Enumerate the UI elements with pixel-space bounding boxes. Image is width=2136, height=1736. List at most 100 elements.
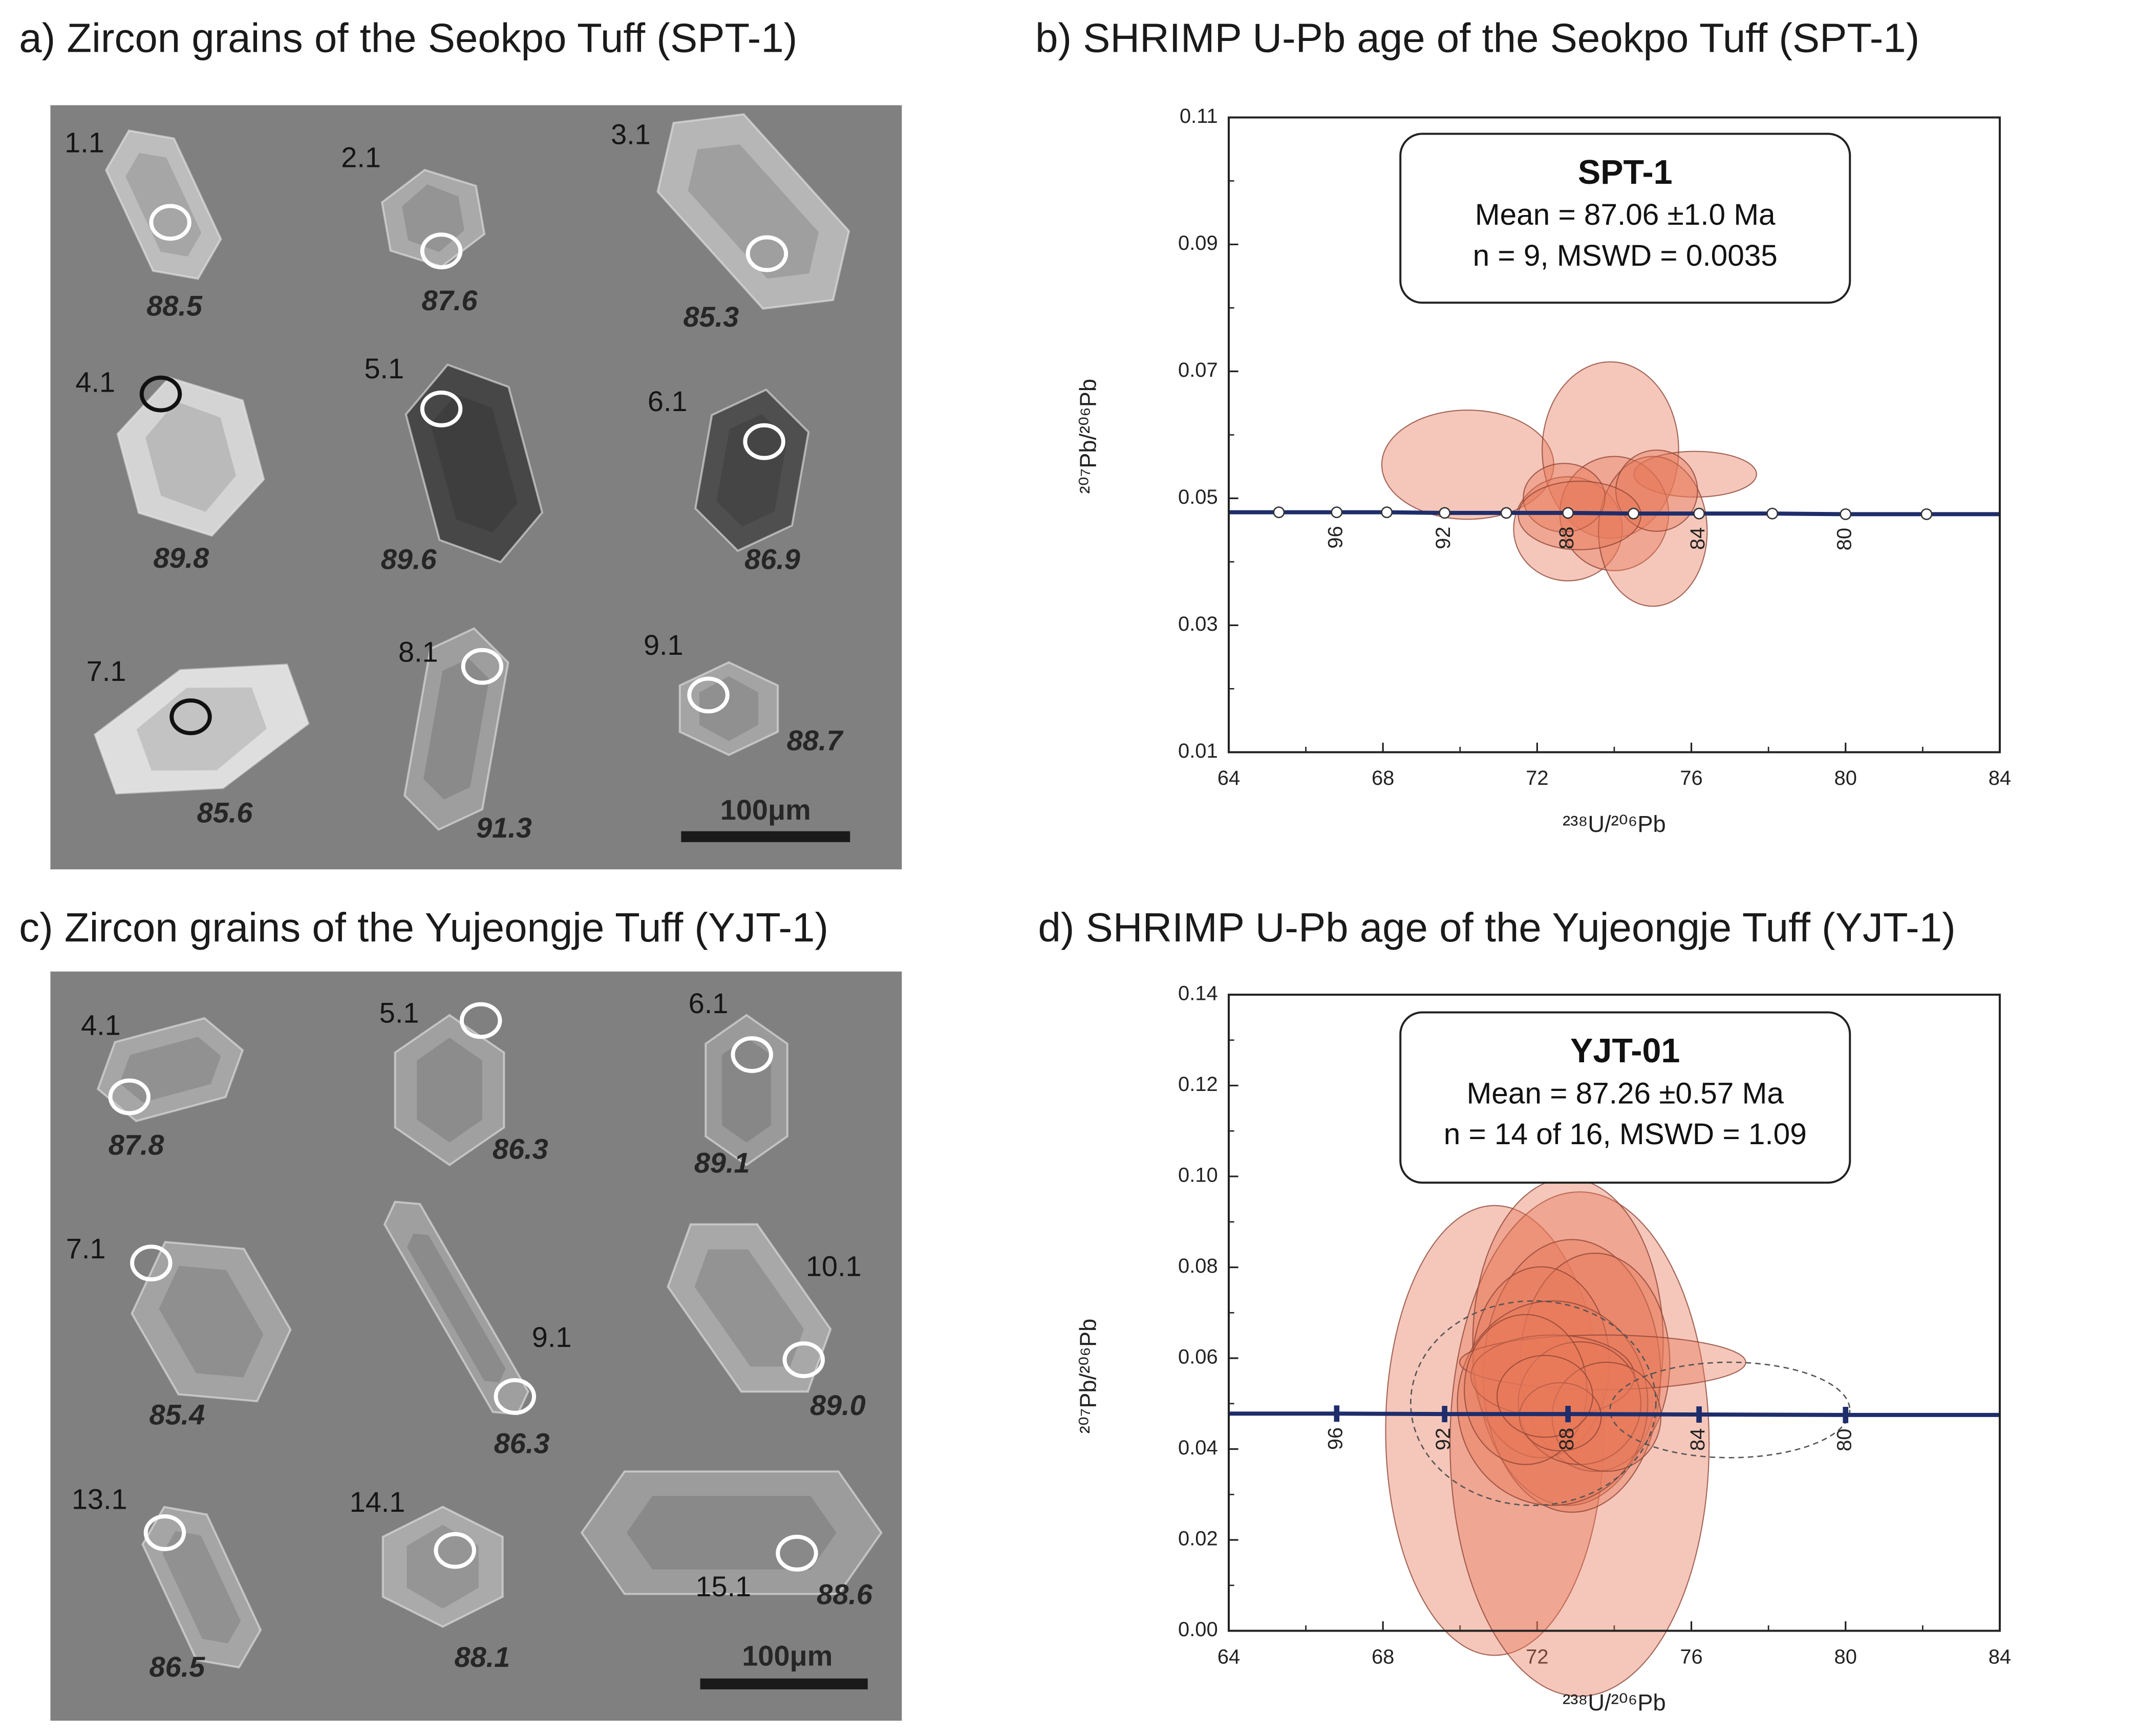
scale-bar [681,831,850,842]
spot-label: 15.1 [695,1570,751,1602]
grain-age: 88.6 [817,1578,873,1611]
grain-body [96,1017,244,1122]
zircon-grain [131,1240,292,1403]
spot-label: 4.1 [75,366,115,398]
grain-age: 88.5 [146,290,203,322]
x-tick-label: 72 [1526,1645,1548,1668]
age-marker [1500,507,1512,519]
x-tick-label: 80 [1834,1645,1857,1668]
age-marker [1331,506,1343,519]
spot-label: 4.1 [81,1009,121,1041]
spot-label: 6.1 [648,385,688,417]
age-marker [1920,508,1933,520]
grain-age: 86.3 [494,1427,550,1459]
grain-body [104,129,222,280]
grain-age: 85.3 [683,301,739,333]
statistics: n = 14 of 16, MSWD = 1.09 [1444,1118,1807,1151]
info-box [1399,1011,1851,1184]
zircon-grain [116,376,265,537]
spot-label: 9.1 [644,629,683,661]
spot-label: 2.1 [341,141,381,174]
panel-title: a) Zircon grains of the Seokpo Tuff (SPT… [19,15,797,61]
grain-age: 86.9 [744,543,800,575]
x-tick-label: 80 [1834,767,1857,789]
x-axis-label: ²³⁸U/²⁰⁶Pb [1563,811,1666,837]
grain-age: 91.3 [476,811,532,844]
zircon-grain [381,1506,504,1628]
grain-zoning [699,676,758,741]
grain-zoning [417,1037,482,1143]
age-marker [1562,507,1574,519]
grain-zoning [626,1496,837,1570]
zircon-grain [383,1201,529,1416]
spot-label: 14.1 [350,1486,405,1518]
error-ellipse [1449,1191,1710,1697]
age-marker [1628,507,1640,520]
zircon-grain [678,661,779,756]
grain-body [381,1506,504,1628]
x-axis-label: ²³⁸U/²⁰⁶Pb [1563,1689,1666,1716]
grain-age: 85.4 [149,1399,205,1431]
x-tick-label: 76 [1680,767,1702,789]
grain-body [580,1470,883,1595]
grain-body [403,627,509,831]
analysis-spot [776,1534,818,1572]
y-axis-label: ²⁰⁷Pb/²⁰⁶Pb [1075,379,1101,494]
grain-age: 89.8 [154,542,209,574]
x-tick-label: 84 [1989,767,2011,789]
zircon-grain [404,363,544,564]
spot-label: 5.1 [379,997,419,1029]
statistics: n = 9, MSWD = 0.0035 [1473,239,1778,272]
age-marker [1439,507,1451,519]
grain-age: 87.6 [422,284,478,316]
age-label: 96 [1324,1427,1347,1450]
x-tick-label: 72 [1526,767,1548,789]
grain-body [394,1014,505,1166]
analysis-spot [745,235,788,272]
grain-zoning [722,1037,771,1143]
grain-body [131,1240,292,1403]
spot-label: 7.1 [87,655,126,687]
y-axis-label: ²⁰⁷Pb/²⁰⁶Pb [1075,1319,1101,1434]
age-label: 80 [1833,528,1855,550]
grain-age: 85.6 [197,796,253,828]
plot-frame [1227,116,2001,754]
spot-label: 3.1 [611,118,651,150]
x-tick-label: 68 [1372,767,1394,789]
concordia-curve [1336,1411,1846,1417]
age-marker [1273,506,1285,519]
grain-zoning [407,1233,506,1383]
spot-label: 10.1 [806,1250,862,1282]
age-label: 84 [1686,527,1709,550]
x-tick-label: 76 [1680,1645,1702,1668]
analysis-spot [731,1036,773,1073]
error-ellipse [1513,476,1623,582]
grain-zoning [125,153,202,257]
analysis-spot [420,390,463,427]
age-marker [1766,507,1779,520]
zircon-grain [104,129,222,280]
grain-age: 89.1 [694,1146,750,1178]
grain-age: 89.0 [810,1389,866,1421]
age-label: 80 [1833,1429,1855,1451]
analysis-spot [494,1378,536,1415]
y-tick-label: 0.12 [1178,1073,1218,1096]
y-tick-label: 0.05 [1178,486,1218,508]
spot-label: 9.1 [532,1321,572,1353]
age-label: 96 [1324,526,1347,548]
y-tick-label: 0.07 [1178,359,1218,381]
error-ellipse [1551,1361,1662,1472]
y-tick-label: 0.03 [1178,613,1218,635]
x-tick-label: 64 [1217,1645,1240,1668]
sample-name: YJT-01 [1570,1032,1680,1070]
error-ellipse [1542,361,1679,539]
age-label: 84 [1686,1428,1709,1451]
scale-bar-label: 100μm [720,794,811,826]
error-ellipse [1385,1205,1605,1656]
info-box [1399,133,1851,304]
y-tick-label: 0.09 [1178,232,1218,254]
grain-zoning [716,414,787,527]
y-tick-label: 0.01 [1178,740,1218,762]
analysis-spot [687,676,730,714]
